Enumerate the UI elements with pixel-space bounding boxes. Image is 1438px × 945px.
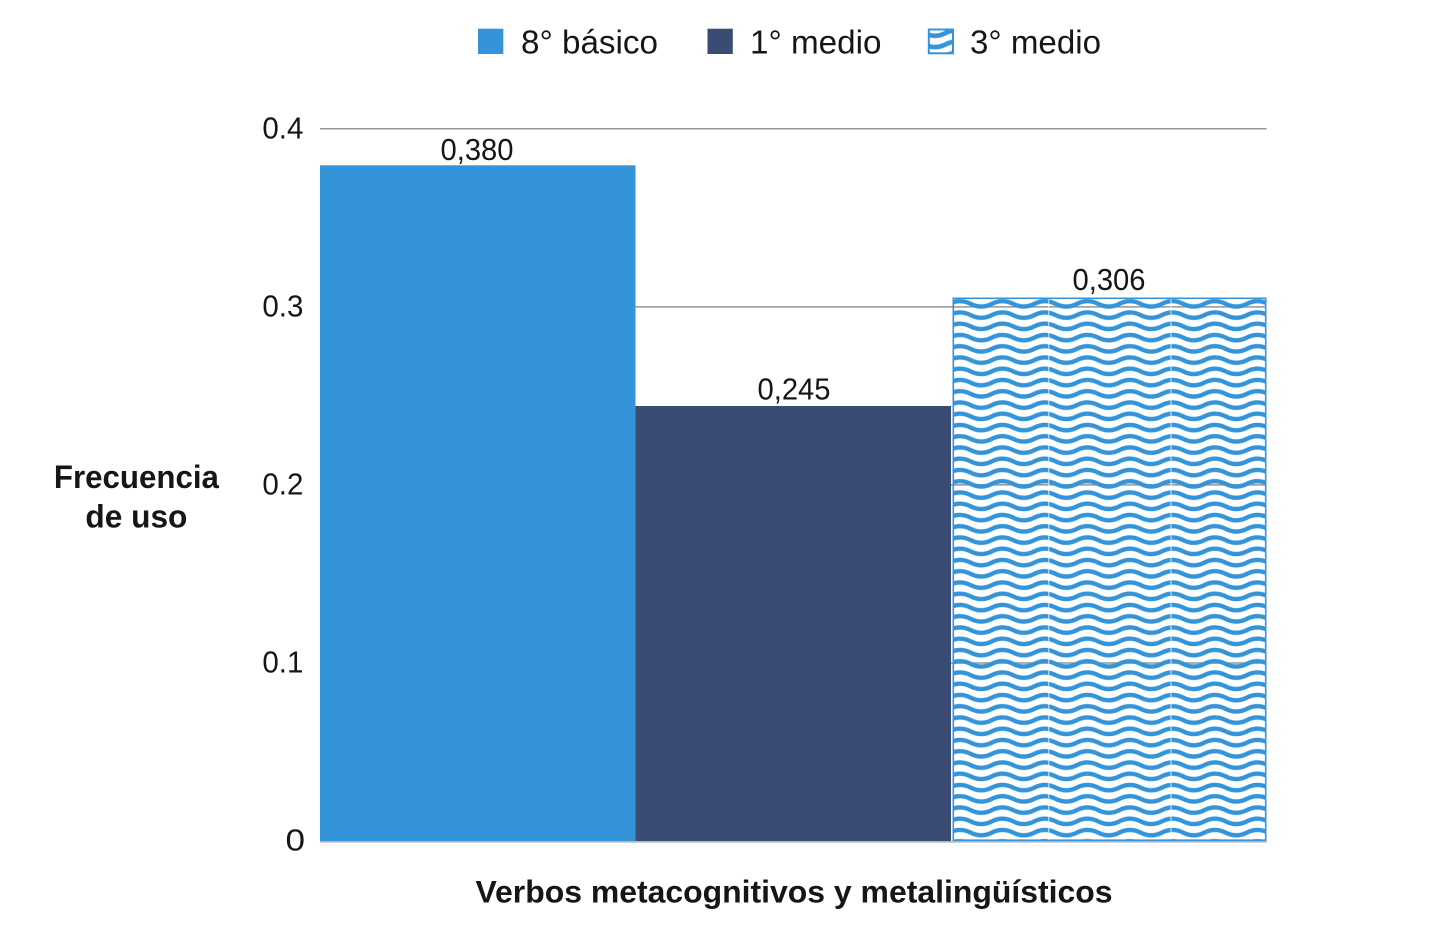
svg-text:Frecuencia: Frecuencia	[54, 459, 220, 495]
svg-text:1° medio: 1° medio	[750, 24, 882, 61]
svg-text:0,245: 0,245	[758, 372, 831, 407]
svg-text:0.4: 0.4	[262, 110, 303, 145]
svg-text:3° medio: 3° medio	[970, 24, 1101, 61]
svg-text:0,380: 0,380	[441, 132, 514, 167]
svg-text:de uso: de uso	[85, 499, 187, 535]
svg-text:0: 0	[286, 823, 306, 858]
svg-text:0.1: 0.1	[262, 645, 303, 680]
svg-text:Verbos metacognitivos y metali: Verbos metacognitivos y metalingüísticos	[476, 874, 1113, 910]
svg-text:8° básico: 8° básico	[521, 24, 658, 61]
svg-text:0.2: 0.2	[262, 467, 303, 502]
svg-text:0.3: 0.3	[262, 288, 303, 323]
svg-text:0,306: 0,306	[1073, 262, 1146, 297]
